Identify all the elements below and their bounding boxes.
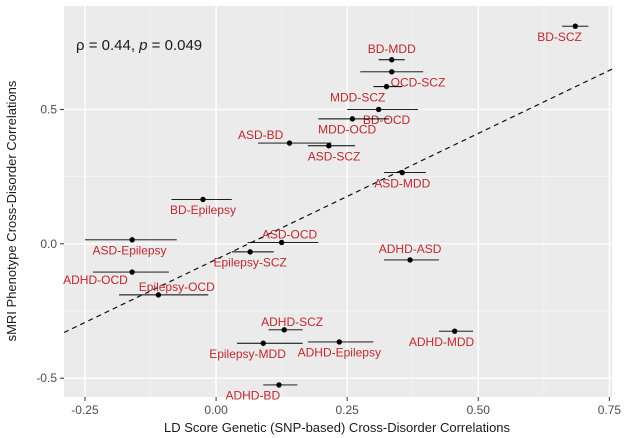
correlation-annotation: ρ = 0.44, p = 0.049 <box>76 37 202 54</box>
x-axis-title: LD Score Genetic (SNP-based) Cross-Disor… <box>164 420 511 435</box>
point-label: Epilepsy-SCZ <box>213 256 286 270</box>
point-label: ASD-SCZ <box>308 149 361 163</box>
point-label: BD-Epilepsy <box>170 203 236 217</box>
point-label: ASD-Epilepsy <box>93 244 167 258</box>
point-label: ADHD-OCD <box>63 273 128 287</box>
data-point <box>383 83 390 90</box>
data-point <box>389 57 395 63</box>
plot-panel <box>64 6 612 397</box>
data-point <box>129 269 135 275</box>
data-point <box>451 328 458 334</box>
data-point <box>260 340 266 346</box>
y-tick-label: -0.5 <box>36 371 57 385</box>
data-point <box>389 69 395 75</box>
point-label: ASD-OCD <box>262 227 318 241</box>
data-point <box>129 237 135 243</box>
x-tick-label: -0.25 <box>71 403 99 417</box>
point-label: ASD-MDD <box>374 176 430 190</box>
data-point <box>155 292 162 298</box>
point-label: MDD-OCD <box>318 123 376 137</box>
point-label: ADHD-SCZ <box>261 315 323 329</box>
x-axis-ticks: -0.25 0.00 0.25 0.50 0.75 <box>71 397 621 417</box>
data-point <box>281 327 287 333</box>
point-label: OCD-SCZ <box>391 76 446 90</box>
point-label: BD-MDD <box>368 42 416 56</box>
point-label: MDD-SCZ <box>330 90 385 104</box>
x-tick-label: 0.25 <box>335 403 359 417</box>
regression-line <box>63 68 613 334</box>
data-point <box>326 143 332 149</box>
annotation-part: p <box>138 37 147 54</box>
data-point <box>278 239 285 246</box>
point-label: ADHD-BD <box>225 389 280 403</box>
x-tick-label: 0.00 <box>204 403 228 417</box>
point-label: Epilepsy-MDD <box>209 347 286 361</box>
point-label: ADHD-MDD <box>409 335 475 349</box>
data-point <box>276 382 282 388</box>
x-tick-label: 0.50 <box>467 403 491 417</box>
data-point <box>375 106 382 113</box>
data-point <box>407 257 413 263</box>
point-label: Epilepsy-OCD <box>139 280 215 294</box>
point-label: ADHD-Epilepsy <box>298 346 381 360</box>
point-label: BD-SCZ <box>537 30 582 44</box>
grid-lines <box>64 6 612 397</box>
data-point <box>399 169 405 176</box>
point-label: ADHD-ASD <box>379 242 442 256</box>
data-point <box>572 23 578 29</box>
data-point <box>336 339 343 345</box>
data-point <box>286 140 293 146</box>
y-axis-title: sMRI Phenotype Cross-Disorder Correlatio… <box>4 80 19 341</box>
y-tick-label: 0.5 <box>40 102 57 116</box>
annotation-part: ρ = 0.44, <box>76 37 139 54</box>
annotation-part: = 0.049 <box>148 37 203 54</box>
point-label: ASD-BD <box>238 128 284 142</box>
point-label: BD-OCD <box>363 113 411 127</box>
data-point <box>247 249 253 255</box>
y-tick-label: 0.0 <box>40 237 57 251</box>
data-point <box>200 196 206 203</box>
y-axis-ticks: -0.5 0.0 0.5 <box>36 102 64 385</box>
data-point <box>349 116 356 122</box>
x-tick-label: 0.75 <box>598 403 622 417</box>
